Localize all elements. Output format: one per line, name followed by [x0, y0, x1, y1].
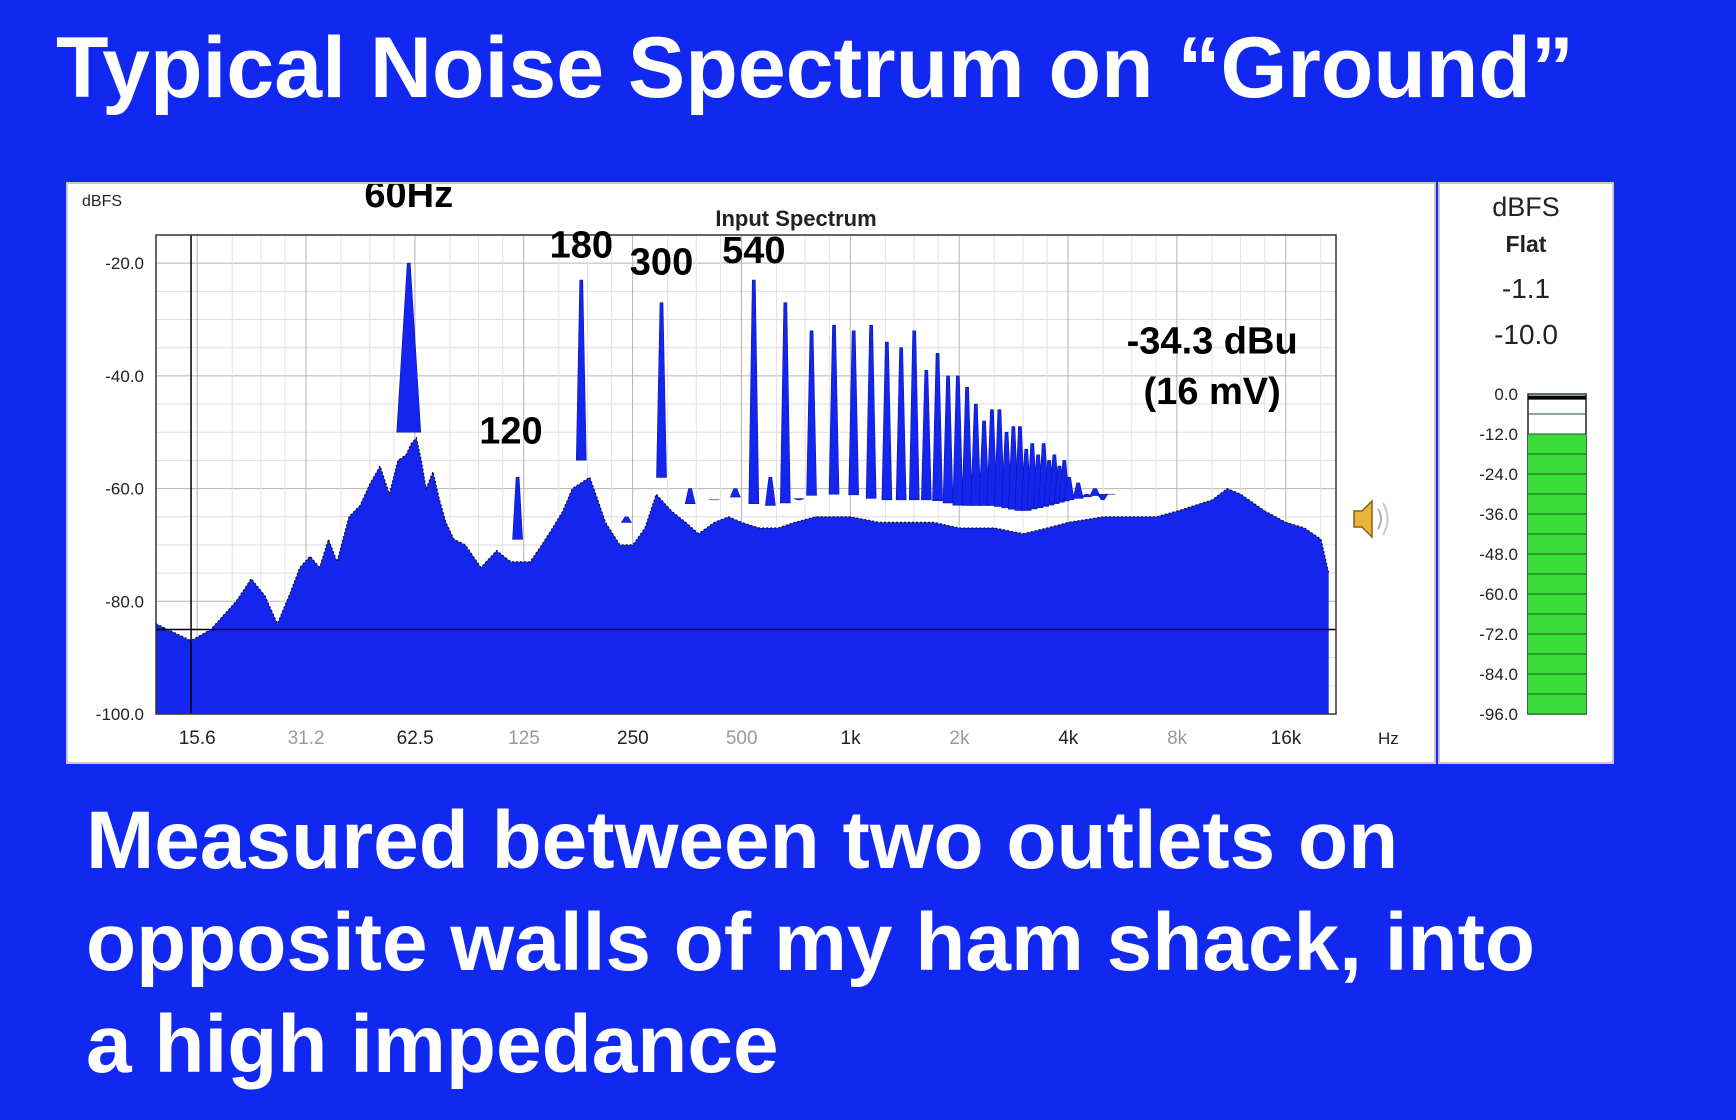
peak-annotation: 120: [479, 411, 542, 453]
spectrum-peak: [793, 498, 805, 501]
spectrum-peak: [978, 420, 990, 506]
spectrum-peak: [765, 477, 776, 506]
peak-annotation: -34.3 dBu: [1127, 320, 1298, 362]
slide-caption: Measured between two outlets on opposite…: [86, 790, 1686, 1096]
y-axis-label: dBFS: [82, 193, 122, 210]
spectrum-peak: [994, 409, 1005, 507]
spectrum-peak: [780, 302, 791, 504]
slide-title: Typical Noise Spectrum on “Ground”: [56, 20, 1574, 116]
x-tick-label: 250: [617, 728, 649, 749]
spectrum-peak: [684, 488, 696, 505]
level-meter: dBFS Flat -1.1 -10.0 0.0 -12.0 -24.0 -36.0 -48.0…: [1479, 192, 1587, 724]
spectrum-panel: dBFS Hz Input Spectrum -20.0 -40.0 -60.0 -80.0…: [66, 182, 1436, 764]
spectrum-peak: [865, 324, 877, 499]
x-tick-label: 4k: [1058, 728, 1079, 749]
caption-line: opposite walls of my ham shack, into: [86, 897, 1535, 988]
x-tick-label: 15.6: [179, 728, 216, 749]
x-tick-label: 125: [508, 728, 540, 749]
chart-title: Input Spectrum: [715, 206, 876, 231]
spectrum-peak: [952, 375, 964, 506]
meter-weighting: Flat: [1506, 231, 1547, 257]
spectrum-peak: [1097, 494, 1109, 501]
spectrum-peak: [620, 516, 632, 523]
x-tick-label: 500: [726, 728, 758, 749]
level-meter-panel: dBFS Flat -1.1 -10.0 0.0 -12.0 -24.0 -36.0 -48.0…: [1438, 182, 1614, 764]
x-axis-label: Hz: [1378, 729, 1399, 748]
meter-scale-label: -72.0: [1479, 625, 1518, 644]
meter-peak-readout: -1.1: [1502, 273, 1550, 304]
spectrum-peak: [908, 330, 920, 501]
spectrum-peak: [512, 477, 523, 540]
spectrum-peak: [656, 302, 667, 478]
y-tick-label: -20.0: [105, 254, 144, 273]
y-tick-label: -60.0: [105, 480, 144, 499]
peak-annotation: (16 mV): [1144, 371, 1281, 413]
meter-scale-label: -96.0: [1479, 705, 1518, 724]
meter-scale-label: -12.0: [1479, 425, 1518, 444]
x-tick-label: 62.5: [397, 728, 434, 749]
peak-annotation: 540: [722, 230, 785, 272]
spectrum-peak: [748, 279, 760, 504]
caption-line: Measured between two outlets on: [86, 795, 1399, 886]
meter-scale-label: -36.0: [1479, 505, 1518, 524]
x-tick-label: 1k: [841, 728, 862, 749]
spectrum-area: [156, 437, 1329, 714]
plot-frame: [155, 234, 1337, 715]
x-tick-label: 16k: [1271, 728, 1302, 749]
spectrum-peak: [729, 488, 741, 498]
peak-annotation: 60Hz: [364, 184, 453, 216]
spectrum-peak: [881, 341, 893, 501]
spectrum-peak: [932, 353, 943, 501]
meter-scale-label: -84.0: [1479, 665, 1518, 684]
meter-rms-readout: -10.0: [1494, 319, 1558, 350]
spectrum-peak: [942, 375, 954, 504]
spectrum-peak: [895, 347, 907, 501]
meter-scale-label: -24.0: [1479, 465, 1518, 484]
meter-unit: dBFS: [1492, 192, 1560, 222]
peak-annotation: 180: [550, 225, 613, 267]
peak-annotation: 300: [630, 241, 693, 283]
meter-scale-label: 0.0: [1494, 385, 1518, 404]
spectrum-chart: dBFS Hz Input Spectrum -20.0 -40.0 -60.0 -80.0…: [82, 184, 1399, 749]
speaker-icon: [1353, 499, 1389, 539]
spectrum-peak: [396, 262, 422, 433]
spectrum-peak: [848, 330, 859, 496]
spectrum-peak: [921, 369, 932, 501]
spectrum-peak: [961, 386, 973, 506]
meter-scale-label: -48.0: [1479, 545, 1518, 564]
caption-line: a high impedance: [86, 999, 779, 1090]
spectrum-peak: [1080, 493, 1093, 498]
x-tick-label: 2k: [949, 728, 970, 749]
y-tick-label: -40.0: [105, 367, 144, 386]
x-tick-label: 8k: [1167, 728, 1188, 749]
x-tick-label: 31.2: [288, 728, 325, 749]
meter-scale-label: -60.0: [1479, 585, 1518, 604]
spectrum-peak: [1089, 488, 1101, 496]
y-tick-label: -100.0: [96, 705, 144, 724]
spectrum-peak: [1072, 482, 1084, 499]
spectrum-peak: [986, 409, 998, 506]
spectrum-peak: [1063, 477, 1075, 501]
spectrum-peak: [970, 403, 982, 506]
spectrum-peak: [828, 324, 840, 495]
y-tick-label: -80.0: [105, 592, 144, 611]
spectrum-peak: [806, 330, 817, 496]
spectrum-peak: [575, 279, 587, 461]
